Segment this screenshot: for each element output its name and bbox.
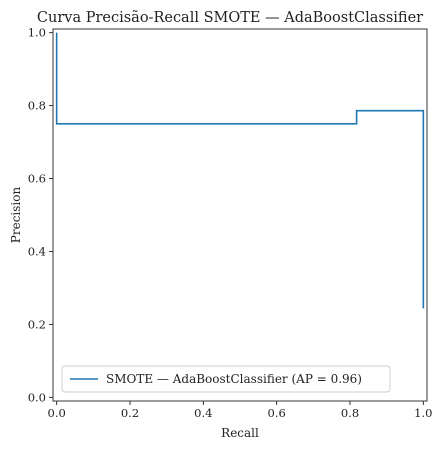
y-tick-label-3: 0.6 xyxy=(28,172,46,186)
x-tick-label-2: 0.4 xyxy=(194,406,212,420)
y-tick-label-5: 1.0 xyxy=(28,26,46,40)
x-tick-label-1: 0.2 xyxy=(121,406,139,420)
x-tick-label-0: 0.0 xyxy=(48,406,66,420)
plot-area: 0.0 0.2 0.4 0.6 0.8 1.0 0.0 0.2 0.4 0.6 0.8 1.0 SMOT… xyxy=(28,26,433,420)
y-axis-label: Precision xyxy=(9,187,23,244)
y-tick-label-4: 0.8 xyxy=(28,99,46,113)
y-tick-label-2: 0.4 xyxy=(28,244,46,258)
plot-frame xyxy=(52,28,428,402)
y-tick-label-1: 0.2 xyxy=(28,317,46,331)
chart-title: Curva Precisão-Recall SMOTE — AdaBoostCl… xyxy=(37,10,423,26)
series-line-0 xyxy=(55,32,425,309)
x-tick-label-4: 0.8 xyxy=(341,406,359,420)
y-tick-label-0: 0.0 xyxy=(28,390,46,404)
legend-label-0: SMOTE — AdaBoostClassifier (AP = 0.96) xyxy=(106,372,362,386)
x-tick-label-3: 0.6 xyxy=(268,406,286,420)
legend-box xyxy=(61,365,391,393)
x-tick-label-5: 1.0 xyxy=(414,406,432,420)
x-axis-label: Recall xyxy=(221,426,259,440)
